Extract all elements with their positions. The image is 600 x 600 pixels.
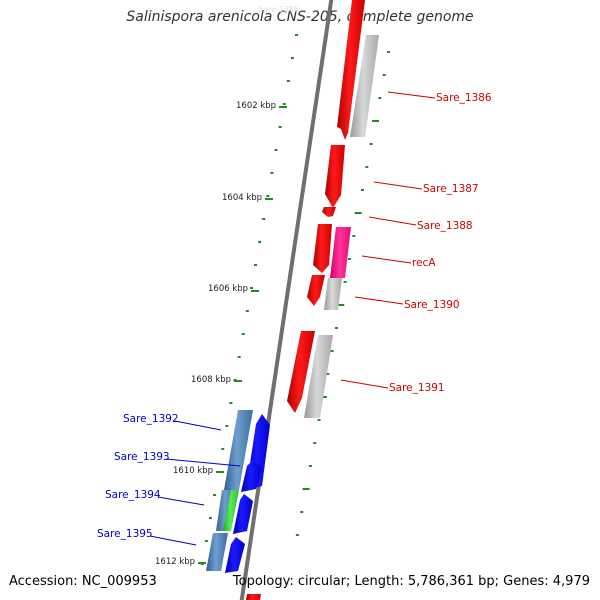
- genome-backbone: [239, 0, 334, 600]
- gene-label-sare-1392[interactable]: Sare_1392: [123, 413, 179, 425]
- accession-text: Accession: NC_009953: [9, 574, 157, 589]
- kbp-label: 1606 kbp: [208, 284, 248, 294]
- map-title: Salinispora arenicola CNS-205, complete …: [126, 9, 474, 25]
- kbp-label: 1602 kbp: [236, 101, 276, 111]
- cds-feature[interactable]: [246, 594, 261, 600]
- gene-label-sare-1386[interactable]: Sare_1386: [436, 92, 492, 104]
- reverse-gene-labels: Sare_1392 Sare_1393 Sare_1394 Sare_1395: [97, 413, 241, 546]
- cds-feature[interactable]: [225, 537, 245, 573]
- kbp-label: 1604 kbp: [222, 193, 262, 203]
- top-artifact: Sare 1385: [258, 5, 299, 14]
- scale-labels: 1602 kbp 1604 kbp 1606 kbp 1608 kbp 1610…: [155, 101, 287, 567]
- cds-feature[interactable]: [325, 145, 345, 208]
- gene-feature[interactable]: [304, 335, 333, 418]
- gene-label-sare-1390[interactable]: Sare_1390: [404, 299, 460, 311]
- topology-text: Topology: circular; Length: 5,786,361 bp…: [232, 574, 590, 589]
- cds-feature[interactable]: [287, 331, 315, 413]
- green-feature[interactable]: [223, 490, 239, 531]
- cds-feature[interactable]: [337, 0, 365, 140]
- cds-feature[interactable]: [233, 494, 253, 534]
- kbp-label: 1610 kbp: [173, 466, 213, 476]
- gene-feature[interactable]: [224, 410, 253, 490]
- cds-feature[interactable]: [241, 460, 262, 492]
- gene-label-sare-1393[interactable]: Sare_1393: [114, 451, 170, 463]
- gene-feature[interactable]: [350, 35, 379, 137]
- gene-label-sare-1387[interactable]: Sare_1387: [423, 183, 479, 195]
- cds-feature[interactable]: [307, 275, 325, 306]
- kbp-label: 1608 kbp: [191, 375, 231, 385]
- kbp-label: 1612 kbp: [155, 557, 195, 567]
- cds-feature[interactable]: [313, 224, 332, 273]
- gene-label-reca[interactable]: recA: [412, 257, 436, 269]
- reca-feature[interactable]: [330, 227, 351, 278]
- gene-label-sare-1391[interactable]: Sare_1391: [389, 382, 445, 394]
- reverse-strand-features: [206, 410, 270, 573]
- forward-strand-features: [246, 0, 379, 600]
- gene-feature[interactable]: [206, 533, 228, 571]
- gene-label-sare-1394[interactable]: Sare_1394: [105, 489, 161, 501]
- forward-gene-labels: Sare_1386 Sare_1387 Sare_1388 recA Sare_…: [340, 91, 492, 394]
- gene-label-sare-1388[interactable]: Sare_1388: [417, 220, 473, 232]
- cds-feature[interactable]: [322, 207, 336, 217]
- gene-feature[interactable]: [324, 278, 342, 310]
- gene-label-sare-1395[interactable]: Sare_1395: [97, 528, 153, 540]
